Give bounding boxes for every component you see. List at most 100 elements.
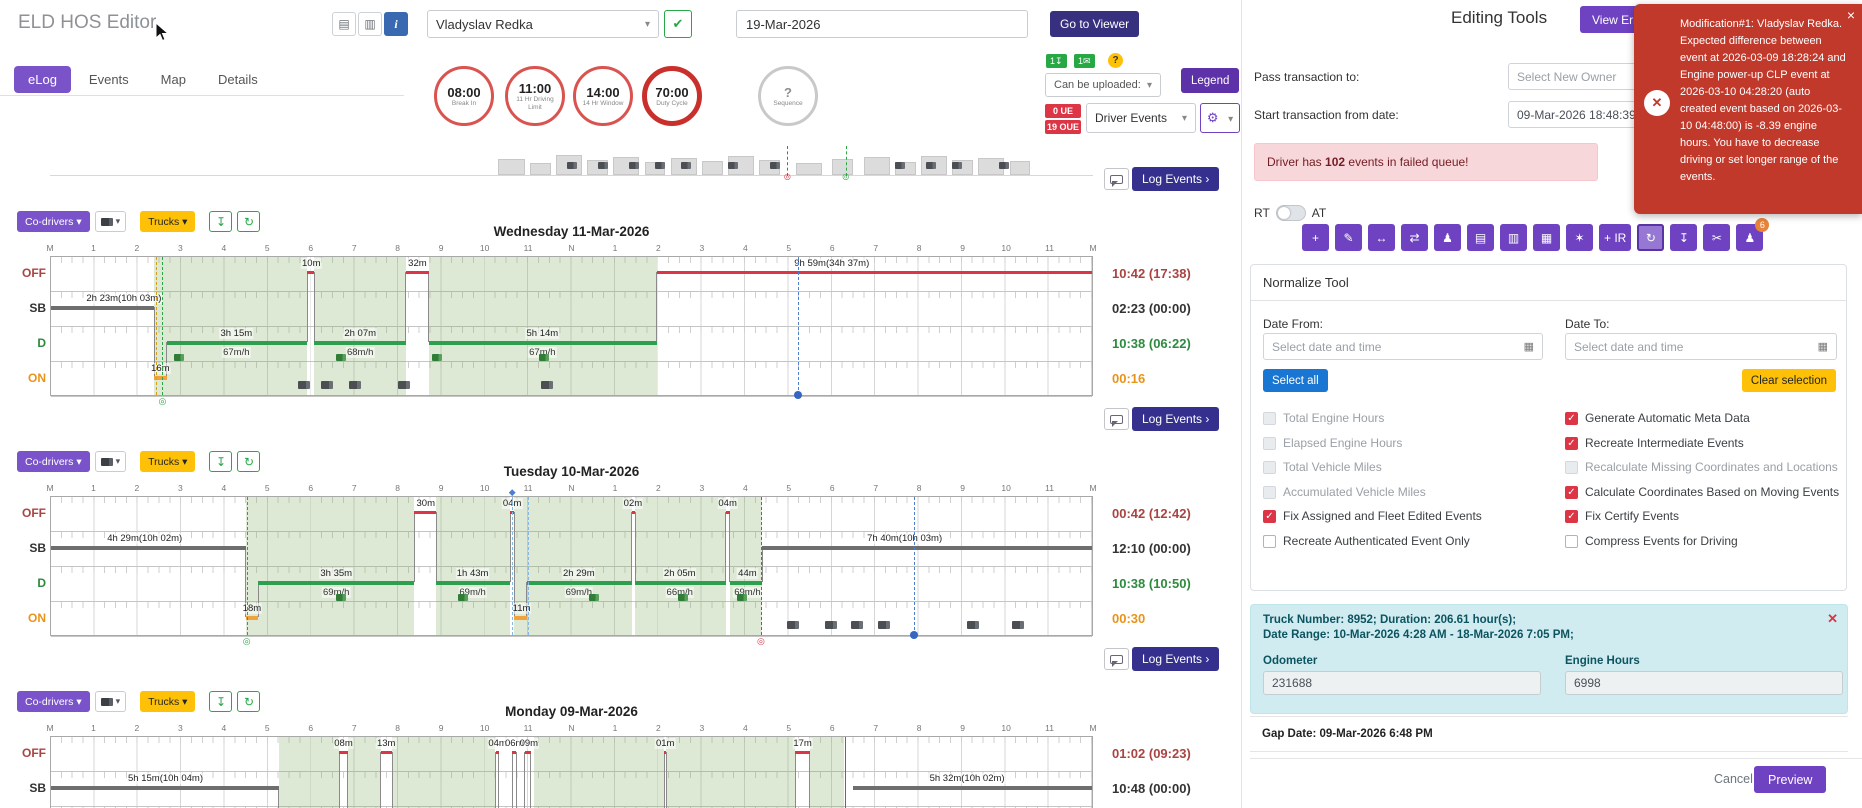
duty-segment[interactable] — [245, 616, 259, 620]
add-ir-button[interactable]: + IR — [1599, 224, 1632, 251]
truck-icon[interactable] — [895, 162, 906, 169]
odometer-input[interactable] — [1263, 671, 1541, 695]
preview-button[interactable]: Preview — [1754, 766, 1827, 793]
normalize-option-left-4[interactable]: ✓ Fix Assigned and Fleet Edited Events — [1263, 509, 1555, 525]
add-event-button[interactable]: + — [1302, 224, 1329, 251]
edit-event-button[interactable]: ✎ — [1335, 224, 1362, 251]
truck-moving-icon[interactable] — [458, 594, 469, 601]
checkbox-unchecked[interactable] — [1565, 534, 1578, 548]
truck-icon[interactable] — [655, 162, 666, 169]
duty-segment[interactable] — [526, 581, 632, 585]
duty-segment[interactable] — [339, 751, 348, 754]
duty-segment[interactable] — [795, 751, 810, 754]
engine-hours-input[interactable] — [1565, 671, 1843, 695]
truck-select-button[interactable]: ▾ — [94, 691, 127, 712]
collapse-events-button[interactable]: ↧ — [1670, 224, 1698, 251]
truck-icon[interactable] — [952, 162, 963, 169]
duty-segment[interactable] — [166, 341, 308, 345]
error-circle-icon[interactable]: ✕ — [1644, 90, 1670, 116]
truck-moving-icon[interactable] — [677, 594, 688, 601]
trucks-dropdown[interactable]: Trucks ▾ — [140, 451, 196, 472]
date-to-input[interactable]: Select date and time ▦ — [1565, 333, 1837, 360]
log-comments-button[interactable] — [1104, 648, 1129, 670]
truck-icon[interactable] — [926, 162, 937, 169]
log-date-input[interactable] — [736, 10, 1028, 38]
co-drivers-dropdown[interactable]: Co-drivers ▾ — [17, 211, 90, 232]
normalize-option-right-3[interactable]: ✓ Calculate Coordinates Based on Moving E… — [1565, 485, 1843, 501]
cancel-button[interactable]: Cancel — [1714, 772, 1753, 786]
magic-fix-button[interactable]: ✶ — [1566, 224, 1593, 251]
tab-map[interactable]: Map — [147, 66, 200, 93]
truck-moving-icon[interactable] — [174, 354, 185, 361]
duty-segment[interactable] — [635, 581, 726, 585]
swap-events-button[interactable]: ⇄ — [1401, 224, 1428, 251]
download-log-button[interactable]: ↧ — [209, 451, 233, 472]
duty-segment[interactable] — [664, 751, 667, 754]
checkbox-disabled[interactable] — [1263, 412, 1276, 425]
driver-queue-button[interactable]: ♟ 6 — [1736, 218, 1770, 251]
log-events-button[interactable]: Log Events › — [1132, 647, 1220, 671]
duty-segment[interactable] — [631, 511, 635, 514]
normalize-option-left-2[interactable]: Total Vehicle Miles — [1263, 460, 1555, 476]
truck-event-icon[interactable] — [877, 621, 890, 629]
extend-event-button[interactable]: ↔ — [1368, 224, 1395, 251]
checkbox-disabled[interactable] — [1263, 485, 1276, 499]
legend-button[interactable]: Legend — [1181, 68, 1240, 93]
marker-drag-handle[interactable] — [794, 391, 803, 399]
checkbox-disabled[interactable] — [1263, 461, 1276, 475]
download-log-button[interactable]: ↧ — [209, 691, 233, 712]
truck-icon[interactable] — [629, 162, 640, 169]
truck-event-icon[interactable] — [397, 381, 410, 389]
calendar-icon[interactable]: ▦ — [1523, 341, 1534, 353]
driver-events-select[interactable]: Driver Events ▾ — [1086, 103, 1196, 133]
split-event-button[interactable]: ✂ — [1703, 224, 1731, 251]
gear-icon[interactable]: ⚙ ▾ — [1200, 103, 1240, 133]
refresh-log-button[interactable]: ↻ — [237, 211, 261, 232]
select-all-button[interactable]: Select all — [1263, 369, 1328, 392]
truck-moving-icon[interactable] — [539, 354, 550, 361]
duty-segment[interactable] — [656, 271, 1092, 274]
checkbox-checked[interactable]: ✓ — [1565, 436, 1578, 450]
columns-button[interactable]: ▦ — [1533, 224, 1560, 251]
duty-status-chart[interactable]: M 1 2 3 4 5 6 7 8 9 10 11 N 1 2 3 4 5 6 7 8 9 10 11 M 4h 29m(10h … — [46, 483, 1096, 646]
truck-moving-icon[interactable] — [336, 354, 347, 361]
date-from-input[interactable]: Select date and time ▦ — [1263, 333, 1543, 360]
refresh-events-button[interactable]: ↻ — [1637, 224, 1665, 251]
truck-event-icon[interactable] — [348, 381, 361, 389]
tab-elog[interactable]: eLog — [14, 66, 71, 93]
checkbox-unchecked[interactable] — [1263, 534, 1276, 548]
duty-segment[interactable] — [51, 306, 155, 310]
duty-segment[interactable] — [852, 786, 1092, 790]
truck-event-icon[interactable] — [787, 621, 800, 629]
tab-details[interactable]: Details — [204, 66, 272, 93]
trucks-dropdown[interactable]: Trucks ▾ — [140, 211, 196, 232]
refresh-log-button[interactable]: ↻ — [237, 691, 261, 712]
duty-segment[interactable] — [428, 341, 657, 345]
truck-moving-icon[interactable] — [589, 594, 600, 601]
clear-selection-button[interactable]: Clear selection — [1741, 369, 1836, 392]
download-log-button[interactable]: ↧ — [209, 211, 233, 232]
checkbox-disabled[interactable] — [1263, 436, 1276, 450]
truck-icon[interactable] — [566, 162, 577, 169]
close-icon[interactable]: ✕ — [1827, 611, 1838, 626]
chart-grid[interactable]: 5h 15m(10h 04m) 08m 13m 04m 06m 09m 01m 17m 5h 3… — [50, 736, 1093, 808]
log-events-button[interactable]: Log Events › — [1132, 407, 1220, 431]
chart-grid[interactable]: 2h 23m(10h 03m) 16m 3h 15m 67m/h 10m 2h 07m 68… — [50, 256, 1093, 406]
duty-segment[interactable] — [51, 786, 279, 790]
trucks-dropdown[interactable]: Trucks ▾ — [140, 691, 196, 712]
duty-segment[interactable] — [258, 581, 415, 585]
duty-segment[interactable] — [380, 751, 393, 754]
duty-segment[interactable] — [514, 616, 527, 620]
duty-segment[interactable] — [314, 341, 406, 345]
help-icon[interactable]: ? — [1108, 53, 1123, 68]
truck-moving-icon[interactable] — [336, 594, 347, 601]
truck-icon[interactable] — [769, 162, 780, 169]
can-be-uploaded-select[interactable]: Can be uploaded: ▾ — [1045, 73, 1161, 97]
assign-driver-button[interactable]: ♟ — [1434, 224, 1461, 251]
close-icon[interactable]: × — [1846, 7, 1855, 23]
normalize-option-right-1[interactable]: ✓ Recreate Intermediate Events — [1565, 436, 1843, 452]
normalize-option-right-2[interactable]: Recalculate Missing Coordinates and Loca… — [1565, 460, 1843, 476]
duty-segment[interactable] — [51, 546, 246, 550]
normalize-option-right-0[interactable]: ✓ Generate Automatic Meta Data — [1565, 411, 1843, 427]
rt-at-toggle[interactable] — [1275, 205, 1306, 221]
